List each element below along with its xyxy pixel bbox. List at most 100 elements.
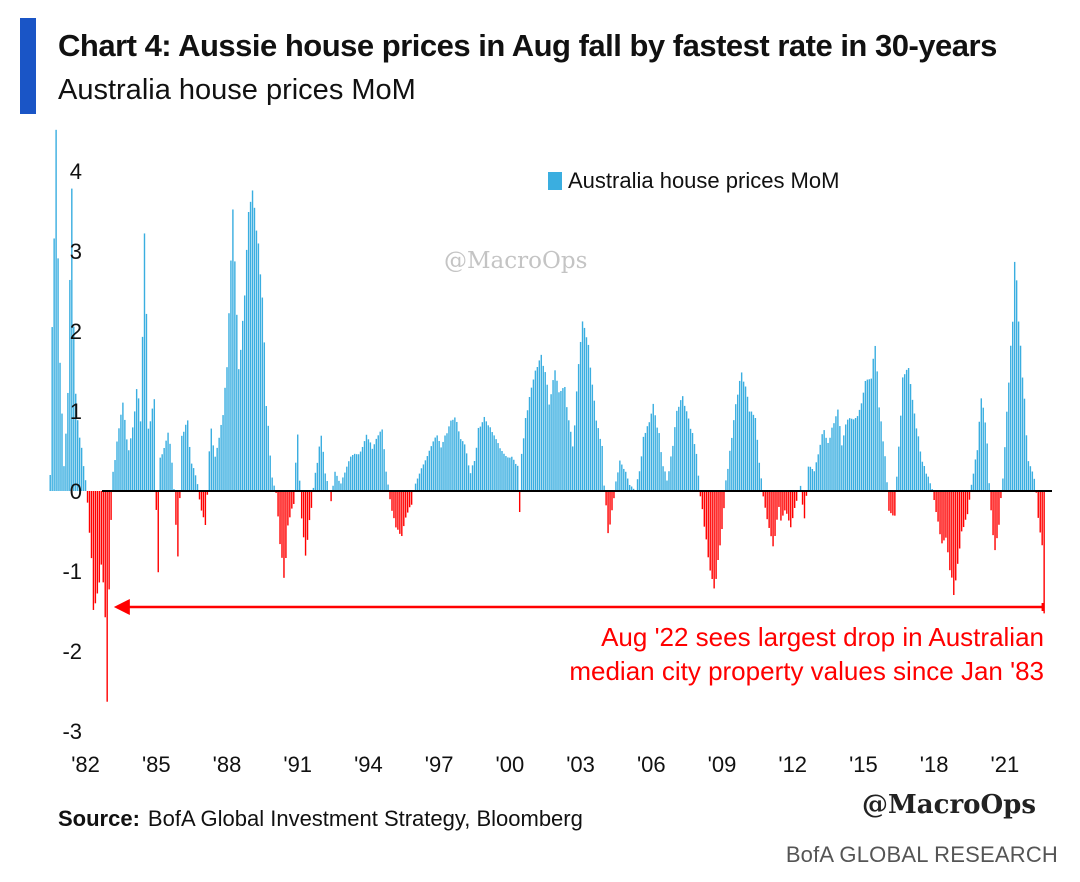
bar (652, 403, 654, 491)
bar (379, 431, 381, 491)
y-tick-label: 2 (70, 319, 82, 344)
y-tick-label: 4 (70, 159, 82, 184)
bar (80, 447, 83, 491)
bar (212, 445, 214, 491)
bar (560, 390, 562, 491)
bar (63, 466, 65, 491)
bar (664, 471, 666, 491)
bar (108, 491, 110, 590)
bar (385, 471, 387, 491)
bar (285, 491, 287, 559)
bar (373, 444, 376, 491)
bar (183, 431, 185, 491)
bar (247, 212, 250, 491)
bar (864, 380, 867, 491)
bar (330, 491, 332, 502)
y-tick-label: -3 (62, 719, 82, 744)
bar (605, 491, 607, 506)
bar (825, 437, 827, 491)
bar (1029, 466, 1032, 491)
watermark-bottom: @MacroOps (862, 790, 1036, 820)
bar (611, 491, 613, 511)
bar (403, 491, 405, 527)
bar (815, 462, 817, 491)
bar (300, 491, 303, 519)
bar (813, 471, 816, 491)
bar (687, 418, 690, 491)
bar (768, 491, 770, 528)
bar (283, 491, 285, 578)
bar (381, 429, 383, 491)
bar (458, 431, 460, 491)
x-tick-label: '94 (354, 752, 383, 777)
bar (491, 432, 493, 491)
bar (137, 398, 140, 491)
bar (528, 396, 531, 491)
bar (389, 491, 391, 500)
bar (617, 472, 619, 491)
bar (124, 419, 126, 491)
bar (960, 491, 963, 532)
bar (564, 386, 566, 491)
bar (110, 491, 112, 520)
bar (770, 491, 772, 537)
bar (261, 297, 264, 491)
bar (530, 387, 533, 491)
bar (61, 413, 63, 491)
bar (220, 424, 222, 491)
bar (226, 367, 228, 491)
watermark-middle: @MacroOps (444, 248, 588, 274)
bar (78, 437, 81, 491)
x-tick-label: '09 (708, 752, 737, 777)
bar (481, 422, 484, 491)
bar (685, 411, 688, 491)
bar (1037, 491, 1039, 518)
bar (249, 201, 252, 491)
bar (835, 416, 837, 491)
bar (858, 409, 861, 491)
x-tick-label: '88 (213, 752, 242, 777)
bar (1013, 261, 1016, 491)
x-tick-label: '91 (283, 752, 312, 777)
bar (705, 491, 707, 540)
bar (365, 434, 368, 491)
bar (737, 394, 739, 491)
bar (499, 448, 501, 491)
bar (98, 491, 101, 583)
bar (923, 466, 926, 491)
bar (128, 450, 130, 491)
bar (953, 491, 955, 596)
bar (644, 432, 647, 491)
bar (198, 491, 201, 500)
bar (202, 491, 205, 518)
bar (848, 418, 851, 491)
bar (135, 389, 138, 491)
bar (497, 443, 499, 491)
bar (636, 479, 639, 491)
bar (322, 451, 324, 491)
bar (939, 491, 941, 535)
bar (829, 437, 831, 491)
bar (654, 415, 656, 491)
bar (929, 483, 931, 491)
bar (795, 491, 798, 501)
bar (281, 491, 283, 558)
annotation-arrow-head (113, 599, 130, 615)
bar (984, 422, 986, 491)
bar (627, 478, 629, 491)
bar (727, 468, 729, 491)
bar (346, 466, 348, 491)
bar (422, 464, 425, 491)
bar (1008, 382, 1010, 491)
bar (363, 441, 366, 491)
bar (336, 475, 338, 491)
bar (1006, 411, 1008, 491)
bar (53, 238, 55, 491)
x-tick-label: '18 (920, 752, 949, 777)
bar (886, 482, 888, 491)
bar (623, 468, 625, 491)
bar (190, 463, 193, 491)
bar (432, 441, 434, 491)
bar (171, 462, 173, 491)
bar (575, 391, 578, 491)
